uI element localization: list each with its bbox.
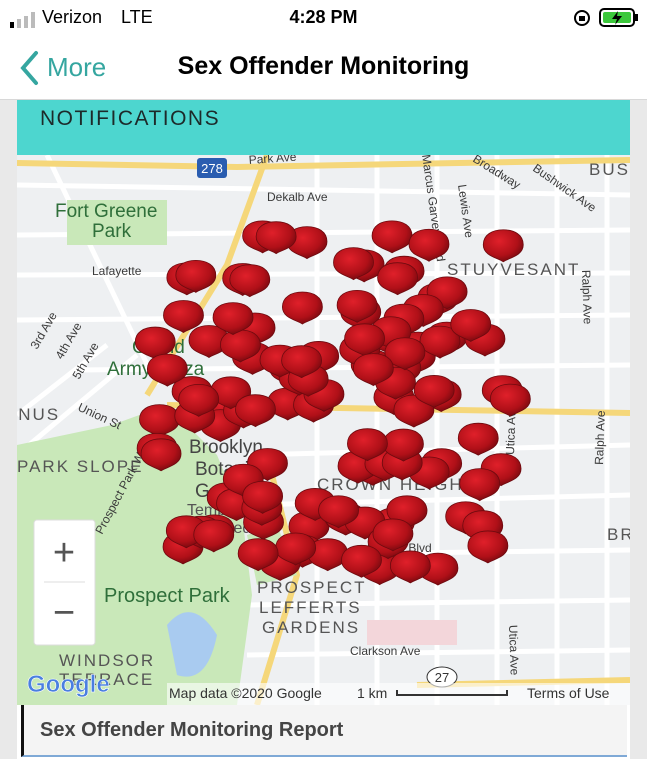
offender-pin[interactable] (489, 383, 531, 417)
shield-label: 278 (201, 161, 223, 176)
map-attribution: Map data ©2020 Google (169, 685, 322, 701)
zoom-in[interactable]: + (53, 532, 75, 574)
map-label: STUYVESANT (447, 260, 580, 279)
map-label: Clarkson Ave (350, 644, 421, 658)
offender-pin[interactable] (178, 383, 220, 417)
offender-pin[interactable] (242, 480, 284, 514)
offender-pin[interactable] (175, 259, 217, 293)
offender-pin[interactable] (344, 323, 385, 357)
offender-pin[interactable] (347, 428, 388, 462)
map-label: Dekalb Ave (267, 190, 328, 204)
report-bar[interactable]: Sex Offender Monitoring Report (21, 705, 627, 757)
offender-pin[interactable] (482, 229, 524, 263)
google-logo: Google (27, 671, 110, 698)
offender-pin[interactable] (333, 247, 374, 281)
map-label: PROSPECT (257, 578, 367, 597)
offender-pin[interactable] (352, 353, 394, 387)
map-label: Park (92, 221, 132, 242)
map-label: Ralph Ave (592, 410, 608, 465)
nav-title: Sex Offender Monitoring (177, 52, 470, 80)
map-label: LEFFERTS (259, 598, 362, 617)
map-label: Prospect Park (104, 585, 231, 607)
map-label: GOWANUS (17, 405, 60, 424)
section-header: NOTIFICATIONS (17, 100, 630, 155)
pin-layer (134, 220, 531, 586)
map-label: Park Ave (248, 155, 297, 167)
signal-icon (10, 12, 35, 28)
section-title: NOTIFICATIONS (40, 107, 221, 130)
offender-pin[interactable] (450, 309, 492, 342)
offender-pin[interactable] (229, 264, 271, 298)
route-shield: 27 (426, 666, 458, 688)
status-icons (574, 8, 638, 27)
offender-pin[interactable] (282, 291, 323, 325)
map-scale: 1 km (357, 685, 387, 701)
zoom-control: + − (33, 519, 96, 646)
offender-pin[interactable] (193, 519, 235, 553)
offender-pin[interactable] (408, 228, 450, 262)
nav-bar: Sex Offender Monitoring More (0, 36, 647, 100)
map[interactable]: Park Ave Dekalb Ave Broadway Bushwick Av… (17, 155, 630, 705)
map-label: GARDENS (262, 618, 360, 637)
map-label: PARK SLOPE (17, 457, 143, 476)
carrier: Verizon (42, 7, 103, 27)
map-label: Fort Greene (55, 201, 157, 222)
offender-pin[interactable] (139, 404, 180, 438)
offender-pin[interactable] (393, 394, 435, 428)
offender-pin[interactable] (235, 394, 276, 428)
offender-pin[interactable] (459, 468, 501, 502)
map-label: WINDSOR (59, 651, 155, 670)
time: 4:28 PM (289, 7, 358, 27)
status-bar: Verizon LTE 4:28 PM (0, 0, 647, 36)
map-label: BUS (589, 160, 630, 179)
report-title: Sex Offender Monitoring Report (40, 719, 344, 741)
route-shield: 278 (197, 158, 227, 178)
offender-pin[interactable] (146, 353, 188, 387)
map-terms[interactable]: Terms of Use (527, 685, 610, 701)
offender-pin[interactable] (389, 550, 431, 584)
offender-pin[interactable] (140, 438, 182, 472)
offender-pin[interactable] (341, 544, 382, 578)
map-base: Park Ave Dekalb Ave Broadway Bushwick Av… (17, 155, 630, 705)
zoom-out[interactable]: − (53, 592, 75, 634)
map-label: BR (607, 525, 630, 544)
offender-pin[interactable] (255, 221, 297, 255)
offender-pin[interactable] (457, 422, 499, 456)
map-label: Brooklyn (189, 437, 263, 458)
offender-pin[interactable] (372, 518, 414, 552)
offender-pin[interactable] (377, 262, 418, 296)
offender-pin[interactable] (413, 375, 455, 408)
offender-pin[interactable] (286, 226, 328, 260)
offender-pin[interactable] (134, 326, 176, 360)
offender-pin[interactable] (163, 300, 204, 333)
offender-pin[interactable] (281, 345, 323, 379)
map-label: Lafayette (92, 264, 142, 278)
map-label: Ralph Ave (579, 270, 595, 325)
offender-pin[interactable] (467, 530, 509, 564)
map-label: Utica Ave (503, 404, 519, 455)
shield-label: 27 (435, 670, 449, 685)
offender-pin[interactable] (212, 302, 254, 336)
network: LTE (121, 7, 153, 27)
offender-pin[interactable] (237, 538, 279, 572)
map-label: TERRACE (59, 670, 154, 689)
content-card: NOTIFICATIONS Park Ave Dek (17, 100, 630, 759)
offender-pin[interactable] (318, 495, 359, 529)
scale-bar (396, 690, 508, 696)
offender-pin[interactable] (383, 428, 424, 462)
map-label: Utica Ave (506, 625, 522, 676)
back-chevron[interactable] (18, 50, 42, 86)
back-button[interactable]: More (47, 52, 107, 82)
offender-pin[interactable] (275, 532, 317, 566)
offender-pin[interactable] (336, 289, 378, 323)
